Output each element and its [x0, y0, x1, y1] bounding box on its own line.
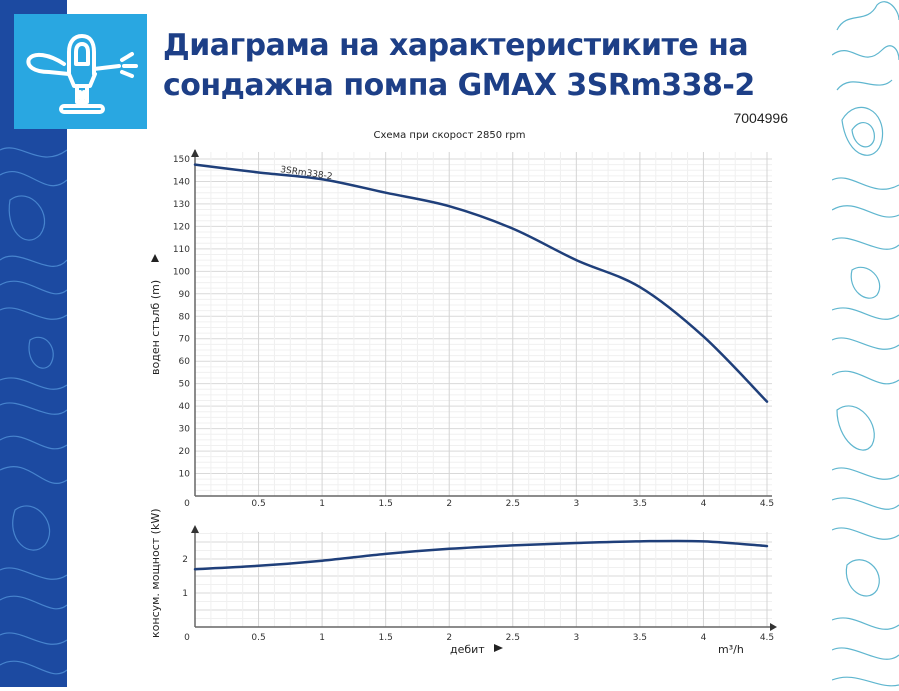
svg-text:3: 3 [573, 499, 579, 509]
flow-axis-label: дебит [450, 643, 485, 656]
title-line-1: Диаграма на характеристиките на [163, 28, 749, 63]
head-chart-grid [194, 152, 772, 497]
svg-text:2: 2 [446, 499, 452, 509]
head-curve [193, 163, 769, 403]
svg-text:80: 80 [179, 312, 191, 322]
svg-text:2.5: 2.5 [506, 499, 520, 509]
svg-text:130: 130 [173, 200, 190, 210]
svg-text:2: 2 [182, 555, 188, 565]
svg-text:3.5: 3.5 [633, 499, 647, 509]
svg-text:90: 90 [179, 290, 191, 300]
svg-text:1: 1 [319, 499, 325, 509]
product-code: 7004996 [733, 110, 788, 126]
svg-text:100: 100 [173, 267, 190, 277]
svg-text:2.5: 2.5 [506, 633, 520, 643]
svg-text:3.5: 3.5 [633, 633, 647, 643]
svg-text:40: 40 [179, 402, 191, 412]
svg-text:1.5: 1.5 [379, 633, 393, 643]
power-x-ticks: 0.5 1 1.5 2 2.5 3 3.5 4 4.5 [251, 633, 774, 643]
svg-text:4.5: 4.5 [760, 499, 774, 509]
head-x-ticks: 0.5 1 1.5 2 2.5 3 3.5 4 4.5 [251, 499, 774, 509]
svg-text:70: 70 [179, 335, 191, 345]
svg-text:0.5: 0.5 [251, 633, 265, 643]
power-curve [193, 539, 769, 571]
head-axis-arrow-icon [191, 149, 199, 157]
svg-text:150: 150 [173, 155, 190, 165]
svg-text:4.5: 4.5 [760, 633, 774, 643]
power-axis-arrow-icon [191, 525, 199, 533]
svg-text:0: 0 [184, 633, 190, 643]
svg-text:1: 1 [319, 633, 325, 643]
svg-text:0: 0 [184, 499, 190, 509]
svg-text:60: 60 [179, 357, 191, 367]
svg-text:3: 3 [573, 633, 579, 643]
head-y-ticks: 10 20 30 40 50 60 70 80 90 100 110 120 130 140 150 0 [173, 155, 190, 509]
svg-text:140: 140 [173, 177, 190, 187]
svg-text:20: 20 [179, 447, 191, 457]
svg-text:1: 1 [182, 589, 188, 599]
flow-axis-label-arrow-icon [494, 644, 503, 652]
power-axis-label: консум. мощност (kW) [149, 508, 162, 638]
svg-text:0.5: 0.5 [251, 499, 265, 509]
head-axis-label: воден стълб (m) [149, 280, 162, 375]
svg-text:4: 4 [701, 499, 707, 509]
sprinkler-icon [26, 34, 138, 114]
svg-text:110: 110 [173, 245, 190, 255]
svg-text:1.5: 1.5 [379, 499, 393, 509]
page-title: Диаграма на характеристиките на сондажна… [163, 26, 823, 106]
right-decorative-band [831, 0, 899, 687]
head-chart-axes [194, 150, 772, 497]
power-chart-axes [194, 530, 772, 628]
flow-unit-label: m³/h [718, 643, 744, 656]
chart-subtitle: Схема при скорост 2850 rpm [373, 130, 526, 141]
svg-text:2: 2 [446, 633, 452, 643]
head-axis-label-arrow-icon [151, 254, 159, 262]
svg-text:120: 120 [173, 222, 190, 232]
topographic-pattern-right [831, 1, 899, 687]
flow-axis-arrow-icon [770, 623, 777, 631]
sprinkler-icon-tile [14, 14, 147, 129]
power-y-ticks: 1 2 0 [182, 555, 190, 643]
svg-text:30: 30 [179, 425, 191, 435]
topographic-pattern-left [0, 147, 68, 675]
svg-text:10: 10 [179, 470, 191, 480]
svg-text:4: 4 [701, 633, 707, 643]
svg-text:50: 50 [179, 380, 191, 390]
title-line-2: сондажна помпа GMAX 3SRm338-2 [163, 68, 755, 103]
